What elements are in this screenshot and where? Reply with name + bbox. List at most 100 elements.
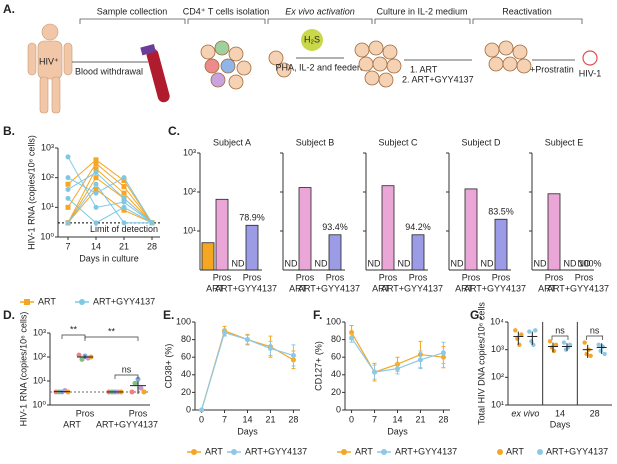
point (551, 348, 557, 354)
point (372, 369, 378, 375)
y-tick-label: 20 (331, 387, 341, 397)
point (517, 342, 522, 347)
series-line (67, 167, 153, 224)
x-tick-label: Pros (129, 408, 148, 418)
point (598, 348, 603, 354)
treatment: 2. ART+GYY4137 (402, 74, 474, 84)
x-tick-label: Pros (243, 272, 262, 282)
value-label: ND (368, 258, 381, 268)
x-tick-label: Pros (296, 272, 315, 282)
point (395, 366, 400, 372)
x-tick-label: 0 (199, 414, 204, 424)
point (519, 332, 524, 337)
x-tick-label: 7 (372, 414, 377, 424)
point (93, 204, 99, 210)
group-label: ART (63, 419, 81, 429)
legend-label: ART (506, 446, 524, 456)
x-tick-label: 28 (147, 241, 157, 251)
series-line (67, 198, 153, 224)
x-tick-label: Pros (76, 408, 95, 418)
point (93, 175, 99, 181)
y-axis-label: CD127+ (%) (313, 341, 323, 391)
x-tick-label: 21 (415, 414, 425, 424)
y-tick-label: 10² (491, 372, 504, 382)
group-label: ART (289, 283, 307, 293)
point (135, 376, 141, 382)
y-tick-label: 0 (186, 404, 191, 414)
legend-label: ART (38, 296, 56, 306)
panel-label: B. (3, 124, 15, 138)
x-tick-label: 21 (119, 241, 129, 251)
treatment: 1. ART (410, 64, 438, 74)
point (93, 166, 99, 172)
y-axis-label: Total HIV DNA copies/10⁶ cells (476, 302, 486, 425)
y-tick-label: 10⁴ (490, 316, 504, 326)
legend-label: ART+GYY4137 (93, 296, 155, 306)
point (596, 342, 601, 347)
step: Culture in IL-2 medium (376, 6, 467, 16)
y-tick-label: 10³ (183, 147, 196, 157)
value-label: ND (534, 258, 547, 268)
x-axis-label: Days (550, 419, 571, 429)
value-label: ND (481, 258, 494, 268)
legend-label: ART+GYY4137 (395, 446, 457, 456)
step: Ex vivo activation (285, 6, 355, 16)
legend-marker (497, 449, 503, 455)
y-tick-label: 20 (181, 387, 191, 397)
series-line (67, 159, 153, 224)
group-label: ART+GYY4137 (96, 419, 158, 429)
group-label: ART+GYY4137 (298, 283, 360, 293)
x-tick-label: Pros (326, 272, 345, 282)
point (65, 186, 71, 192)
x-tick-label: Pros (379, 272, 398, 282)
virus-icon (582, 50, 598, 66)
annotation: 93.4% (322, 222, 348, 232)
point (141, 389, 147, 395)
y-tick-label: 10¹ (41, 202, 54, 212)
significance-bracket (551, 335, 569, 340)
value-label: ND (315, 258, 328, 268)
bar (201, 242, 215, 271)
group-label: ART+GYY4137 (464, 283, 526, 293)
blood-tube (140, 44, 170, 103)
legend-label: ART (355, 446, 373, 456)
group-label: ART+GYY4137 (215, 283, 277, 293)
point (582, 340, 587, 345)
series-line (67, 156, 153, 224)
point (513, 328, 518, 333)
point (76, 352, 82, 358)
x-tick-label: 14 (555, 408, 565, 418)
significance-label: ** (108, 326, 116, 336)
point (533, 328, 538, 333)
significance-label: ns (590, 325, 600, 335)
legend-marker (191, 449, 197, 455)
x-tick-label: Pros (492, 272, 511, 282)
value-label: ND (232, 258, 245, 268)
significance-bracket (586, 335, 604, 340)
y-tick-label: 10³ (33, 327, 46, 337)
step-brackets (79, 18, 583, 24)
significance-bracket (84, 336, 139, 341)
y-tick-label: 10¹ (33, 375, 46, 385)
x-tick-label: Pros (575, 272, 594, 282)
point (65, 175, 71, 181)
step: Sample collection (97, 6, 168, 16)
y-axis-label: HIV-1 RNA (copies/10⁶ cells) (26, 135, 36, 250)
value-label: ND (578, 258, 591, 268)
x-tick-label: 21 (265, 414, 275, 424)
point (199, 407, 205, 413)
x-tick-label: 28 (288, 414, 298, 424)
x-tick-label: Pros (213, 272, 232, 282)
significance-label: ns (555, 325, 565, 335)
point (567, 342, 573, 347)
subplot-title: Subject C (378, 137, 418, 147)
activation-cells (268, 50, 292, 78)
point (93, 220, 99, 226)
point (600, 344, 605, 349)
x-tick-label: Pros (409, 272, 428, 282)
point (290, 352, 296, 358)
panel-label: C. (168, 124, 180, 138)
point (553, 342, 559, 347)
panel-label: F. (313, 308, 322, 322)
bar (215, 198, 229, 271)
